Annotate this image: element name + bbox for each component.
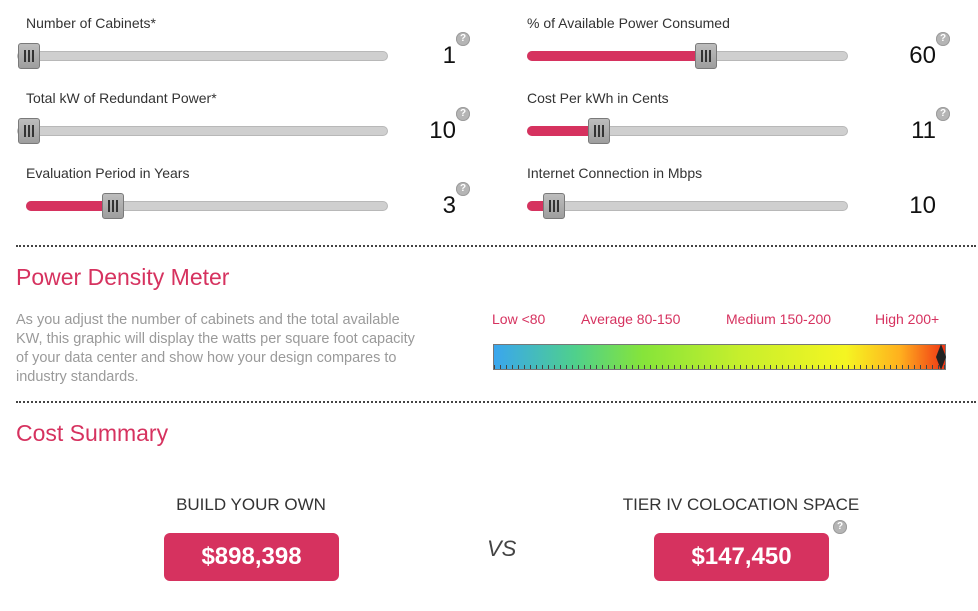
cost-per-kwh-slider-handle[interactable] <box>587 118 610 144</box>
meter-label-low: Low <80 <box>492 311 546 327</box>
power-density-description: As you adjust the number of cabinets and… <box>16 312 415 385</box>
power-consumed-slider-fill <box>527 51 706 61</box>
power-consumed-label: % of Available Power Consumed <box>527 15 730 31</box>
cost-per-kwh-help-icon[interactable]: ? <box>936 107 950 121</box>
cabinets-value: 1 <box>442 42 456 69</box>
evaluation-period-help-icon[interactable]: ? <box>456 182 470 196</box>
internet-connection-label: Internet Connection in Mbps <box>527 165 703 181</box>
power-density-meter-bar <box>493 344 946 370</box>
evaluation-period-slider-fill <box>26 201 112 211</box>
cabinets-help-icon[interactable]: ? <box>456 32 470 46</box>
evaluation-period-slider-handle[interactable] <box>101 193 124 219</box>
power-consumed-value: 60 <box>909 42 936 69</box>
internet-connection-slider[interactable] <box>527 193 848 219</box>
colocation-cost: $147,450 <box>654 533 829 581</box>
meter-label-medium: Medium 150-200 <box>726 311 832 327</box>
redundant-power-help-icon[interactable]: ? <box>456 107 470 121</box>
meter-pointer-icon <box>936 344 946 370</box>
evaluation-period-slider[interactable] <box>26 193 388 219</box>
versus-label: VS <box>487 536 517 561</box>
cabinets-slider-handle[interactable] <box>18 43 40 69</box>
redundant-power-slider-handle[interactable] <box>18 118 40 144</box>
redundant-power-value: 10 <box>429 117 456 144</box>
redundant-power-label: Total kW of Redundant Power* <box>26 90 217 106</box>
power-consumed-slider[interactable] <box>527 43 848 69</box>
cost-per-kwh-slider[interactable] <box>527 118 848 144</box>
cabinets-slider[interactable] <box>17 43 388 69</box>
evaluation-period-label: Evaluation Period in Years <box>26 165 190 181</box>
power-consumed-slider-handle[interactable] <box>695 43 718 69</box>
section-divider-bottom <box>16 401 976 403</box>
meter-label-average: Average 80-150 <box>581 311 681 327</box>
colocation-label: TIER IV COLOCATION SPACE <box>622 495 860 514</box>
build-your-own-label: BUILD YOUR OWN <box>176 495 326 514</box>
power-density-title: Power Density Meter <box>16 264 230 290</box>
power-consumed-help-icon[interactable]: ? <box>936 32 950 46</box>
section-divider-top <box>16 245 976 247</box>
redundant-power-slider[interactable] <box>17 118 388 144</box>
cost-per-kwh-slider-fill <box>527 126 598 136</box>
internet-connection-value: 10 <box>909 192 936 219</box>
cost-per-kwh-value: 11 <box>911 117 936 144</box>
cost-summary-title: Cost Summary <box>16 420 169 446</box>
meter-tick-marks <box>494 365 945 369</box>
cost-per-kwh-label: Cost Per kWh in Cents <box>527 90 669 106</box>
internet-connection-slider-fill <box>527 201 553 211</box>
meter-label-high: High 200+ <box>875 311 940 327</box>
build-your-own-cost: $898,398 <box>164 533 339 581</box>
evaluation-period-value: 3 <box>442 192 456 219</box>
internet-connection-slider-handle[interactable] <box>542 193 565 219</box>
cabinets-label: Number of Cabinets* <box>26 15 156 31</box>
colocation-help-icon[interactable]: ? <box>833 520 847 534</box>
